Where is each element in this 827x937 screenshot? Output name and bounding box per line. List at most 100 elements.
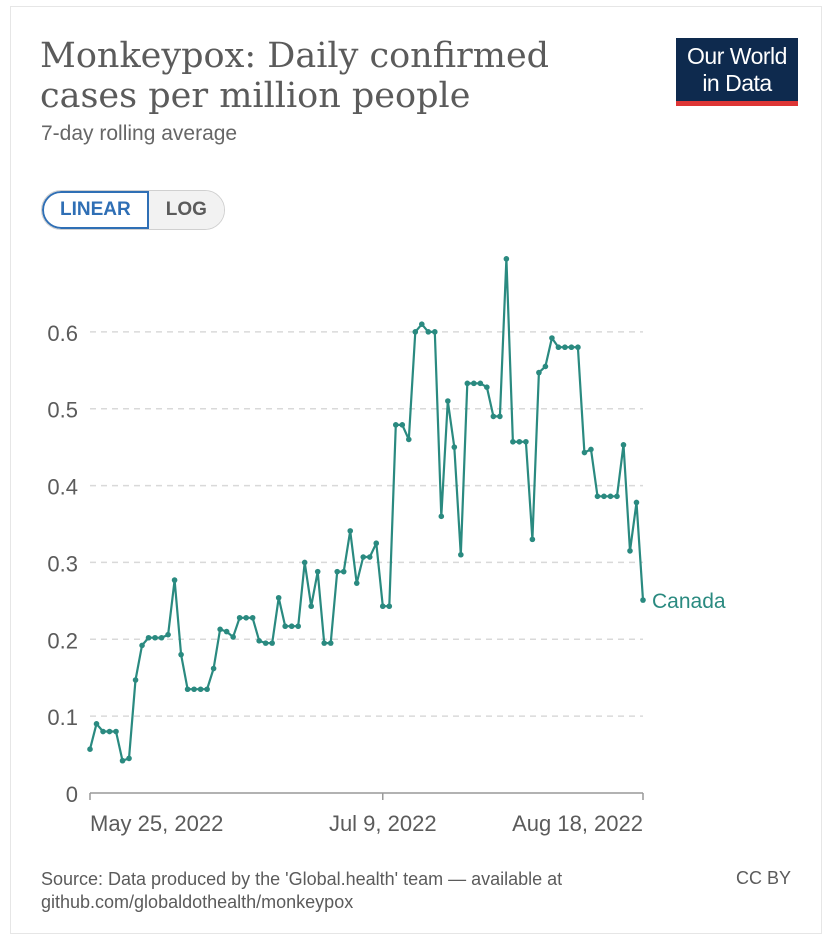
data-point[interactable] (503, 256, 510, 262)
data-point[interactable] (451, 444, 458, 450)
data-point[interactable] (204, 686, 210, 693)
data-point[interactable] (165, 631, 171, 638)
data-point[interactable] (340, 568, 347, 575)
data-point[interactable] (249, 614, 256, 621)
data-point[interactable] (581, 449, 588, 456)
data-point[interactable] (523, 438, 529, 445)
y-tick-label: 0 (66, 782, 78, 807)
y-tick-labels: 0 0.1 0.2 0.3 0.4 0.5 0.6 (47, 321, 78, 807)
series-line (88, 257, 645, 762)
data-point[interactable] (360, 554, 367, 560)
data-point[interactable] (295, 623, 301, 630)
data-point[interactable] (562, 344, 568, 351)
data-point[interactable] (197, 686, 204, 693)
data-point[interactable] (536, 369, 542, 376)
data-point[interactable] (477, 380, 484, 387)
data-point[interactable] (256, 638, 262, 644)
data-point[interactable] (230, 634, 236, 640)
data-point[interactable] (158, 634, 165, 641)
data-point[interactable] (184, 686, 191, 693)
data-point[interactable] (425, 329, 432, 335)
data-point[interactable] (327, 640, 334, 646)
data-point[interactable] (269, 640, 275, 646)
data-point[interactable] (555, 344, 562, 351)
y-tick-label: 0.1 (47, 705, 78, 730)
data-point[interactable] (419, 321, 425, 327)
log-scale-button[interactable]: LOG (148, 191, 224, 229)
data-point[interactable] (464, 380, 471, 387)
data-point[interactable] (620, 442, 627, 448)
data-point[interactable] (497, 413, 503, 420)
data-point[interactable] (405, 436, 412, 443)
y-gridlines (90, 331, 643, 717)
data-point[interactable] (373, 540, 380, 547)
data-point[interactable] (87, 746, 93, 752)
data-point[interactable] (308, 603, 315, 610)
data-point[interactable] (347, 528, 354, 534)
data-point[interactable] (217, 626, 223, 633)
data-point[interactable] (471, 380, 477, 387)
data-point[interactable] (549, 335, 555, 341)
data-point[interactable] (392, 422, 399, 428)
data-point[interactable] (568, 344, 575, 351)
data-point[interactable] (484, 384, 490, 390)
data-point[interactable] (139, 642, 145, 649)
data-point[interactable] (542, 363, 549, 370)
data-point[interactable] (588, 446, 594, 453)
data-point[interactable] (210, 665, 217, 672)
data-point[interactable] (640, 597, 646, 603)
data-point[interactable] (314, 568, 321, 575)
data-point[interactable] (126, 755, 132, 762)
data-point[interactable] (601, 493, 607, 500)
data-point[interactable] (301, 559, 308, 566)
logo-line-1: Our World (687, 43, 787, 69)
data-point[interactable] (100, 728, 106, 735)
data-point[interactable] (510, 438, 516, 445)
owid-logo[interactable]: Our World in Data (676, 38, 798, 106)
data-point[interactable] (93, 721, 100, 727)
data-point[interactable] (236, 614, 243, 621)
data-point[interactable] (171, 577, 178, 583)
data-point[interactable] (490, 413, 497, 420)
data-point[interactable] (614, 493, 620, 500)
y-tick-label: 0.3 (47, 551, 78, 576)
data-point[interactable] (152, 634, 158, 641)
data-point[interactable] (633, 499, 640, 506)
data-point[interactable] (106, 728, 113, 735)
linear-scale-button[interactable]: LINEAR (42, 191, 149, 229)
data-point[interactable] (412, 329, 419, 335)
data-point[interactable] (607, 493, 614, 500)
data-point[interactable] (379, 603, 386, 610)
data-point[interactable] (334, 568, 341, 575)
data-point[interactable] (113, 728, 119, 735)
data-point[interactable] (432, 329, 438, 335)
data-point[interactable] (119, 757, 126, 764)
data-point[interactable] (529, 536, 536, 543)
data-point[interactable] (575, 344, 581, 351)
data-point[interactable] (458, 551, 464, 558)
data-point[interactable] (386, 603, 393, 610)
data-point[interactable] (191, 686, 197, 693)
data-point[interactable] (243, 614, 249, 621)
data-point[interactable] (445, 398, 451, 404)
data-point[interactable] (223, 628, 230, 635)
data-point[interactable] (282, 623, 288, 630)
data-point[interactable] (516, 438, 523, 445)
data-point[interactable] (438, 513, 445, 520)
data-point[interactable] (262, 640, 269, 646)
data-point[interactable] (288, 623, 295, 630)
data-point[interactable] (132, 677, 139, 683)
data-point[interactable] (366, 554, 373, 560)
data-point[interactable] (353, 580, 360, 586)
data-point[interactable] (321, 640, 328, 646)
data-point[interactable] (399, 422, 406, 428)
logo-line-2: in Data (702, 70, 772, 96)
scale-toggle: LINEAR LOG (41, 190, 225, 230)
data-point[interactable] (594, 493, 601, 500)
data-point[interactable] (178, 651, 184, 658)
data-point[interactable] (627, 548, 633, 554)
data-point[interactable] (275, 594, 282, 601)
data-point[interactable] (145, 634, 152, 641)
license-link[interactable]: CC BY (736, 868, 792, 888)
